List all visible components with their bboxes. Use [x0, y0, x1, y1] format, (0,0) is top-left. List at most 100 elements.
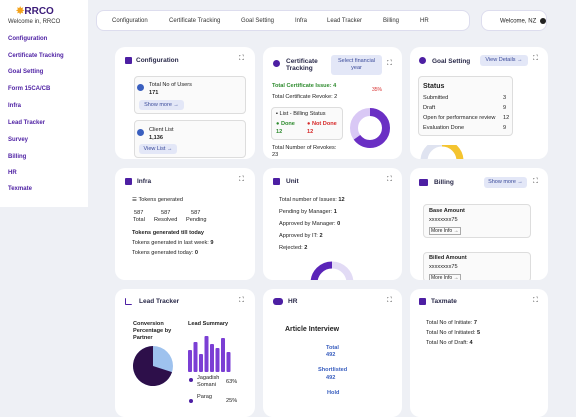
topnav-hr[interactable]: HR: [420, 18, 429, 24]
unit-row: Approved by Manager: 0: [279, 221, 340, 227]
users-value: 171: [149, 90, 159, 96]
lead-bar: [193, 342, 198, 372]
expand-icon[interactable]: ⛶: [239, 297, 244, 304]
sidebar-item-lead-tracker[interactable]: Lead Tracker: [8, 120, 46, 126]
status-row-label: Submitted: [423, 95, 449, 101]
expand-icon[interactable]: ⛶: [533, 55, 538, 62]
infra-card: Infra ⛶ ☰ Tokens generated 587 Total 587…: [115, 168, 255, 280]
unit-card: Unit ⛶ Total number of Issues: 12 Pendin…: [263, 168, 402, 280]
topnav-lead-tracker[interactable]: Lead Tracker: [327, 18, 363, 24]
person1-percent: 63%: [226, 379, 238, 385]
sidebar-item-survey[interactable]: Survey: [8, 137, 29, 143]
texmate-row-label: Total No of Initiated:: [426, 330, 476, 336]
select-year-button[interactable]: Select financial year: [331, 55, 382, 75]
unit-row: Approved by IT: 2: [279, 233, 323, 239]
texmate-row-label: Total No of Initiate:: [426, 320, 473, 326]
topnav-infra[interactable]: Infra: [295, 18, 308, 24]
clients-label: Client List: [149, 127, 174, 133]
cube-icon: [273, 178, 280, 185]
lead-bar: [215, 348, 220, 372]
hr-shortlisted-label: Shortlisted: [318, 367, 348, 373]
expand-icon[interactable]: ⛶: [387, 176, 392, 183]
last-week-label: Tokens generated in last week:: [132, 240, 209, 246]
status-row-value: 9: [503, 125, 507, 131]
sidebar-item-infra[interactable]: Infra: [8, 103, 22, 109]
expand-icon[interactable]: ⛶: [239, 55, 244, 62]
client-icon: [137, 129, 144, 136]
show-more-button[interactable]: Show more →: [139, 100, 184, 110]
status-row-label: Evaluation Done: [423, 125, 465, 131]
logo[interactable]: ✸RRCO: [16, 6, 54, 17]
certificate-donut: [350, 108, 390, 148]
texmate-row: Total No of Draft: 4: [426, 340, 473, 346]
texmate-row-label: Total No of Draft:: [426, 340, 468, 346]
infra-title: Infra: [137, 178, 152, 185]
money-icon: [419, 179, 428, 186]
user-menu[interactable]: Welcome, NZ: [481, 10, 547, 31]
billing-show-more-button[interactable]: Show more →: [484, 177, 527, 188]
sidebar-item-goal-setting[interactable]: Goal Setting: [8, 69, 44, 75]
document-icon: [419, 298, 426, 305]
billed-amount-value: xxxxxxxx75: [429, 264, 458, 270]
configuration-card: Configuration ⛶ Total No of Users 171 Sh…: [115, 47, 255, 159]
sun-icon: ✸: [16, 6, 25, 17]
sidebar-item-billing[interactable]: Billing: [8, 154, 27, 160]
topnav-goal-setting[interactable]: Goal Setting: [241, 18, 275, 24]
topnav-configuration[interactable]: Configuration: [112, 18, 148, 24]
billing-status-text: List - Billing Status: [279, 111, 326, 117]
expand-icon[interactable]: ⛶: [387, 60, 392, 67]
unit-row-label: Pending by Manager:: [279, 209, 333, 215]
more-info-button[interactable]: More Info →: [429, 227, 461, 235]
expand-icon[interactable]: ⛶: [533, 297, 538, 304]
certificate-card: Certificate Tracking Select financial ye…: [263, 47, 402, 159]
tokens-label: ☰ Tokens generated: [132, 197, 183, 203]
goal-chart: [420, 145, 464, 159]
topnav-certificate-tracking[interactable]: Certificate Tracking: [169, 18, 221, 24]
status-row-value: 9: [503, 105, 507, 111]
hr-card: HR ⛶ Article Interview Total 492 Shortli…: [263, 289, 402, 417]
unit-chart: [310, 261, 354, 280]
view-list-button[interactable]: View List →: [139, 144, 177, 154]
person2-percent: 25%: [226, 398, 238, 404]
view-details-button[interactable]: View Details →: [480, 55, 528, 66]
more-info-button[interactable]: More Info →: [429, 274, 461, 280]
badge-icon: [273, 60, 280, 67]
sidebar: ✸RRCO Welcome in, RRCO Configuration Cer…: [0, 0, 88, 207]
goal-card: Goal Setting View Details → ⛶ Status Sub…: [410, 47, 548, 159]
notdone-value: 12: [307, 129, 314, 135]
revokes-label: Total Number of Revokes:: [272, 145, 337, 151]
expand-icon[interactable]: ⛶: [387, 297, 392, 304]
done-label: ● Done: [276, 121, 295, 127]
tokens-text: Tokens generated: [138, 197, 183, 203]
welcome-label: Welcome, NZ: [500, 18, 537, 25]
unit-row-value: 0: [337, 221, 341, 227]
sidebar-item-configuration[interactable]: Configuration: [8, 36, 48, 42]
texmate-row: Total No of Initiate: 7: [426, 320, 477, 326]
status-title: Status: [423, 83, 445, 90]
interview-title: Article Interview: [285, 326, 340, 333]
texmate-title: Taxmate: [431, 298, 457, 305]
unit-row: Total number of Issues: 12: [279, 197, 345, 203]
sidebar-item-form-15cacb[interactable]: Form 15CA/CB: [8, 86, 51, 92]
base-amount-label: Base Amount: [429, 208, 465, 214]
lead-bar: [226, 352, 231, 372]
billing-status-label: ▪ List - Billing Status: [276, 111, 326, 117]
sidebar-item-hr[interactable]: HR: [8, 170, 17, 176]
sidebar-item-certificate-tracking[interactable]: Certificate Tracking: [8, 53, 64, 59]
lead-bar: [221, 338, 225, 372]
hr-title: HR: [288, 298, 298, 305]
expand-icon[interactable]: ⛶: [533, 178, 538, 185]
unit-row-value: 1: [333, 209, 337, 215]
lead-summary-label: Lead Summary: [188, 321, 229, 327]
person1-name-2: Somani: [197, 382, 216, 388]
lead-bar-chart: [188, 336, 231, 372]
resolved-label: Resolved: [154, 217, 178, 223]
done-value: 12: [276, 129, 283, 135]
unit-arc: [310, 261, 333, 280]
legend-dot: [189, 378, 193, 382]
done-text: Done: [280, 121, 295, 127]
expand-icon[interactable]: ⛶: [239, 176, 244, 183]
topnav-billing[interactable]: Billing: [383, 18, 400, 24]
people-icon: [273, 298, 283, 305]
sidebar-item-texmate[interactable]: Texmate: [8, 186, 32, 192]
